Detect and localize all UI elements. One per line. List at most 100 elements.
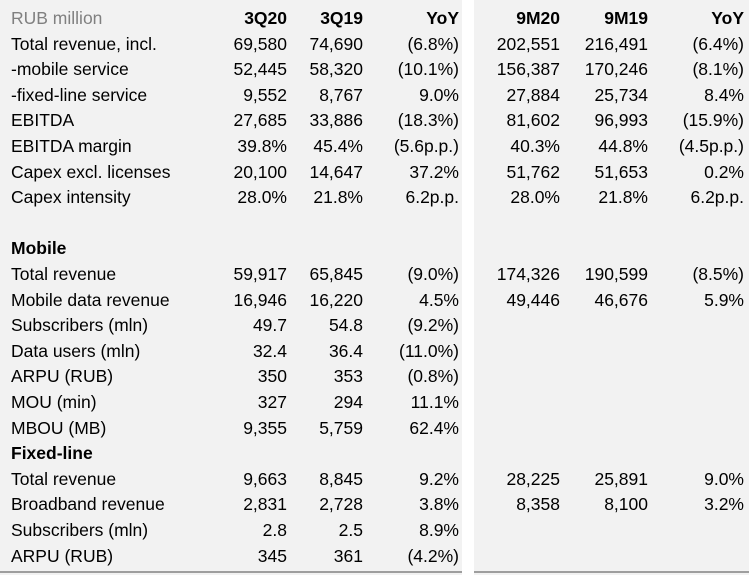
table-cell: 2.5 <box>338 520 363 540</box>
table-cell: 5.9% <box>704 289 744 310</box>
table-row: -mobile service 52,445 58,320 (10.1%) 156,38… <box>0 57 749 83</box>
row-label: -mobile service <box>11 59 129 80</box>
row-label: Total revenue, incl. <box>11 33 157 54</box>
table-cell: 81,602 <box>506 110 560 131</box>
table-cell <box>476 390 560 416</box>
row-label: Total revenue <box>11 468 117 489</box>
table-row: Subscribers (mln) 49.7 54.8 (9.2%) <box>0 313 749 339</box>
table-cell <box>476 313 560 339</box>
table-cell: 39.8% <box>237 136 287 156</box>
table-cell <box>287 441 363 467</box>
table-cell: (0.8%) <box>407 366 459 387</box>
table-cell: 32.4 <box>252 340 287 361</box>
table-cell: 202,551 <box>496 33 560 54</box>
table-cell <box>205 236 287 262</box>
table-row: Total revenue 9,663 8,845 9.2% 28,225 25,891 9… <box>0 467 749 493</box>
table-cell: 8,845 <box>319 468 363 489</box>
table-row: MOU (min) 327 294 11.1% <box>0 390 749 416</box>
table-cell: 65,845 <box>309 264 363 284</box>
table-cell: 350 <box>257 366 287 387</box>
table-cell: 11.1% <box>410 392 459 412</box>
table-cell: 9.0% <box>704 468 744 489</box>
table-row: MBOU (MB) 9,355 5,759 62.4% <box>0 416 749 442</box>
table-cell: (8.5%) <box>692 264 744 284</box>
row-label: ARPU (RUB) <box>11 366 114 387</box>
table-cell <box>648 313 744 339</box>
row-label: Subscribers (mln) <box>11 315 149 336</box>
table-cell: 58,320 <box>309 59 363 80</box>
table-cell: 361 <box>333 545 363 566</box>
col-header-9m20: 9M20 <box>516 8 560 28</box>
table-cell: 3.2% <box>704 494 744 515</box>
table-cell: 74,690 <box>309 33 363 54</box>
table-cell: 8,100 <box>604 494 648 515</box>
table-row: Capex excl. licenses 20,100 14,647 37.2% 51,… <box>0 160 749 186</box>
table-cell: 62.4% <box>409 417 459 438</box>
table-cell: 2.8 <box>262 520 287 540</box>
table-row: Total revenue 59,917 65,845 (9.0%) 174,326 19… <box>0 262 749 288</box>
row-label: MOU (min) <box>11 392 97 412</box>
table-cell: 353 <box>333 366 363 387</box>
table-cell: (9.2%) <box>407 315 459 336</box>
table-row: EBITDA margin 39.8% 45.4% (5.6p.p.) 40.3% 44.… <box>0 134 749 160</box>
table-cell <box>287 211 363 237</box>
col-header-yoy-nine-months: YoY <box>711 8 744 28</box>
table-cell: 45.4% <box>313 136 363 156</box>
table-cell: 16,946 <box>233 289 287 310</box>
table-cell <box>560 364 648 390</box>
spacer-row <box>0 211 749 237</box>
table-cell: 9,355 <box>243 417 287 438</box>
table-cell: (8.1%) <box>692 59 744 80</box>
table-cell: 8,358 <box>516 494 560 515</box>
table-cell <box>205 441 287 467</box>
nine-month-panel-background <box>474 0 749 575</box>
table-cell <box>560 236 648 262</box>
table-cell <box>476 544 560 570</box>
table-cell: 44.8% <box>598 136 648 156</box>
table-cell: 9,663 <box>243 468 287 489</box>
table-cell: 21.8% <box>598 187 648 208</box>
table-cell <box>648 518 744 544</box>
table-cell: 51,653 <box>594 161 648 182</box>
row-label: ARPU (RUB) <box>11 545 114 566</box>
table-cell <box>476 236 560 262</box>
unit-label: RUB million <box>11 8 103 28</box>
table-cell: 37.2% <box>409 161 459 182</box>
table-cell: (5.6p.p.) <box>393 136 459 156</box>
table-cell: 28,225 <box>506 468 560 489</box>
table-cell <box>648 441 744 467</box>
table-cell: 0.2% <box>704 161 744 182</box>
row-label: Capex intensity <box>11 187 131 208</box>
row-label: Total revenue <box>11 264 117 284</box>
table-cell: 36.4 <box>328 340 363 361</box>
table-cell: 190,599 <box>584 264 648 284</box>
quarter-panel-background <box>0 0 462 575</box>
table-cell <box>648 416 744 442</box>
section-header-row: Mobile <box>0 236 749 262</box>
table-cell: 2,728 <box>319 494 363 515</box>
table-cell: 156,387 <box>496 59 560 80</box>
table-row: ARPU (RUB) 345 361 (4.2%) <box>0 544 749 570</box>
table-cell: 14,647 <box>309 161 363 182</box>
col-header-9m19: 9M19 <box>604 8 648 28</box>
table-cell <box>363 441 459 467</box>
row-label: EBITDA margin <box>11 136 132 156</box>
table-cell <box>648 339 744 365</box>
table-cell: 9.2% <box>419 468 459 489</box>
table-cell: 8.9% <box>419 520 459 540</box>
table-cell: 216,491 <box>584 33 648 54</box>
column-gap <box>462 0 474 575</box>
col-header-3q19: 3Q19 <box>320 8 363 28</box>
row-label: Mobile data revenue <box>11 289 170 310</box>
row-label: Subscribers (mln) <box>11 520 149 540</box>
col-header-yoy-quarter: YoY <box>426 8 459 28</box>
table-cell <box>476 441 560 467</box>
table-cell: 33,886 <box>309 110 363 131</box>
table-cell: 345 <box>257 545 287 566</box>
table-cell: (4.5p.p.) <box>678 136 744 156</box>
table-cell <box>287 236 363 262</box>
table-cell: 40.3% <box>510 136 560 156</box>
table-cell: 174,326 <box>496 264 560 284</box>
table-row: Mobile data revenue 16,946 16,220 4.5% 49,44… <box>0 288 749 314</box>
table-cell <box>363 211 459 237</box>
